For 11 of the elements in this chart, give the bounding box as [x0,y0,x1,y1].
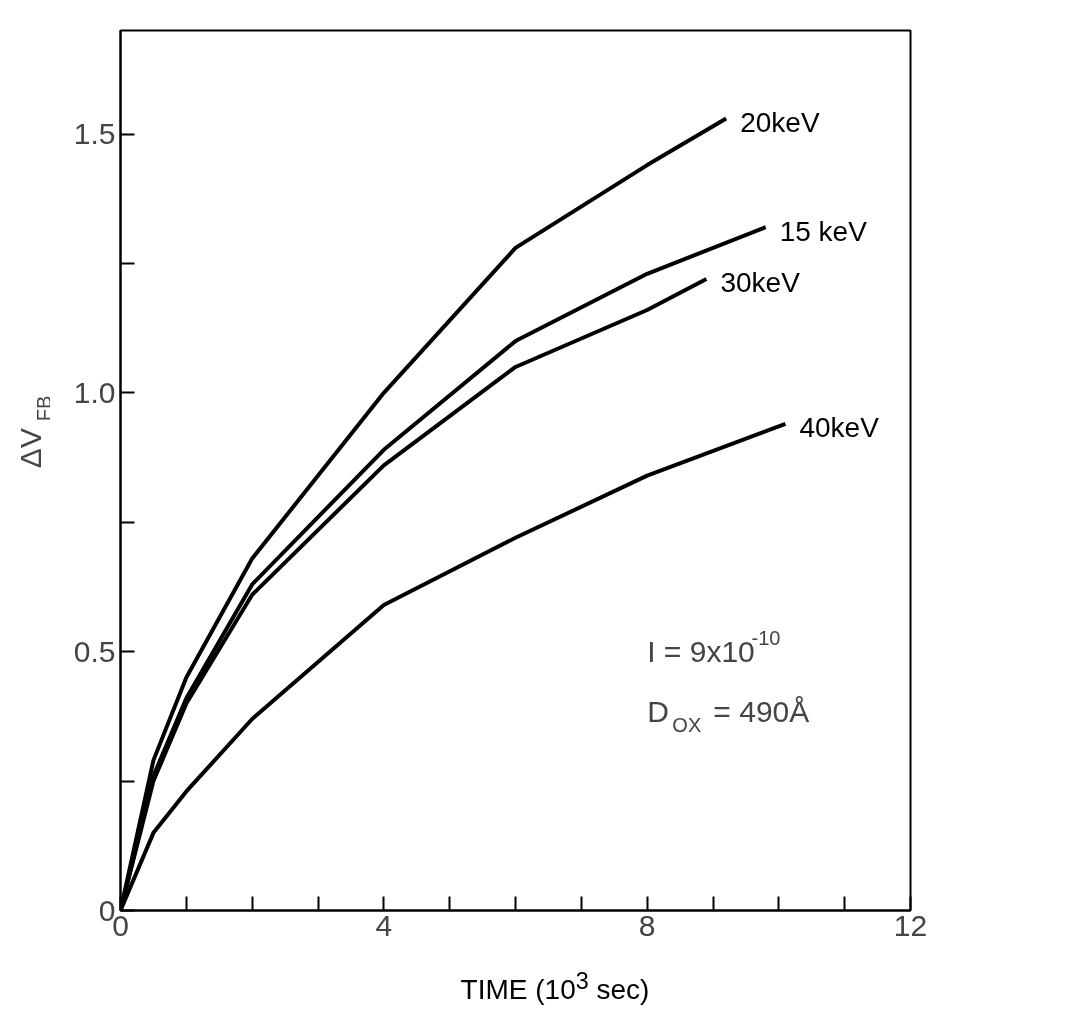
series-label: 20keV [740,107,820,138]
y-tick-label: 1.0 [73,375,116,409]
series-label: 40keV [799,412,880,444]
x-axis-title: TIME (10$^{3}$ sec) [460,967,650,1008]
x-tick-label: 4 [375,908,393,942]
x-tick-label: 8 [638,908,656,942]
series-label: 15 keV [779,215,868,247]
series-label: 30keV [720,267,801,299]
y-tick-label: 1.5 [73,117,116,151]
x-tick-label: 12 [893,908,928,942]
y-tick-label: 0.5 [73,634,116,668]
